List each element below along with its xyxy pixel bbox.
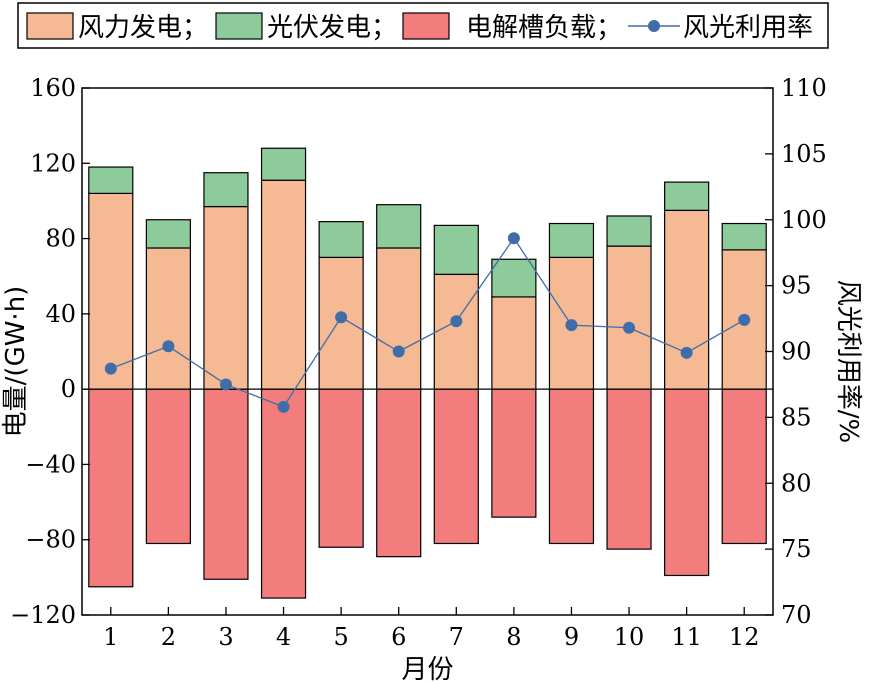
electrolyzer-load-bar (664, 388, 710, 577)
wind-bar (318, 256, 364, 390)
wind-bar (433, 273, 479, 390)
right-axis: 110 105 100 95 90 85 80 75 70 (765, 74, 827, 629)
wind-bar (145, 247, 191, 390)
utilization-point (450, 315, 463, 328)
y-tick-label: 0 (61, 375, 76, 403)
utilization-point (104, 362, 117, 375)
y2-tick-label: 95 (781, 272, 812, 300)
y2-tick-label: 100 (781, 206, 827, 234)
utilization-point (565, 319, 578, 332)
utilization-point (335, 311, 348, 324)
wind-bar (203, 205, 249, 390)
pv-bar (664, 181, 710, 211)
legend-label: 光伏发电； (267, 13, 397, 43)
bars (88, 147, 767, 599)
pv-bar (318, 221, 364, 258)
pv-bar (721, 222, 767, 251)
utilization-point (392, 345, 405, 358)
y2-tick-label: 90 (781, 338, 812, 366)
x-tick-label: 4 (276, 623, 291, 651)
y-tick-label: −80 (25, 526, 76, 554)
y2-tick-label: 85 (781, 403, 812, 431)
y-tick-label: 80 (45, 225, 76, 253)
y2-tick-label: 80 (781, 469, 812, 497)
y2-tick-label: 105 (781, 140, 827, 168)
electrolyzer-load-bar (260, 388, 307, 599)
utilization-point (507, 232, 520, 245)
left-axis: 160 120 80 40 0 −40 −80 −120 (10, 74, 90, 629)
electrolyzer-load-bar (491, 388, 537, 518)
plot-area (81, 87, 774, 616)
legend-swatch (215, 12, 263, 40)
electrolyzer-load-bar (548, 388, 595, 545)
utilization-point (738, 313, 751, 326)
y-tick-label: −120 (10, 601, 76, 629)
pv-bar (606, 215, 652, 247)
utilization-point (680, 346, 693, 359)
x-tick-label: 10 (614, 623, 645, 651)
electrolyzer-load-bar (88, 388, 134, 588)
wind-bar (606, 245, 652, 390)
electrolyzer-load-bar (606, 388, 652, 550)
x-tick-label: 5 (333, 623, 348, 651)
x-tick-label: 3 (218, 623, 233, 651)
x-tick-label: 1 (103, 623, 118, 651)
utilization-point (277, 400, 290, 413)
wind-bar (376, 247, 422, 390)
x-axis-title: 月份 (401, 655, 453, 683)
x-axis: 1 2 3 4 5 6 7 8 9 10 11 12 (103, 607, 759, 651)
legend-line-marker (648, 20, 660, 32)
electrolyzer-load-bar (721, 388, 767, 545)
electrolyzer-load-bar (318, 388, 364, 548)
y-tick-label: −40 (25, 450, 76, 478)
electrolyzer-load-bar (433, 388, 479, 545)
pv-bar (203, 172, 249, 208)
electrolyzer-load-bar (203, 388, 249, 580)
pv-bar (491, 258, 537, 298)
legend-label: 风光利用率 (683, 13, 813, 43)
legend-label: 电解槽负载； (466, 13, 622, 43)
x-tick-label: 11 (671, 623, 702, 651)
legend-swatch (26, 12, 74, 40)
x-tick-label: 7 (449, 623, 464, 651)
x-tick-label: 12 (729, 623, 760, 651)
y-axis-title: 电量/(GW·h) (1, 286, 31, 438)
pv-bar (548, 222, 595, 258)
x-tick-label: 2 (161, 623, 176, 651)
utilization-point (219, 378, 232, 391)
pv-bar (433, 224, 479, 275)
utilization-point (623, 321, 636, 334)
legend: 风力发电； 光伏发电； 电解槽负载； 风光利用率 (17, 2, 829, 49)
utilization-line-series (104, 232, 751, 413)
y-tick-label: 160 (30, 74, 76, 102)
electrolyzer-load-bar (145, 388, 191, 545)
x-tick-label: 9 (564, 623, 579, 651)
y-tick-label: 40 (45, 300, 76, 328)
utilization-line (110, 237, 745, 408)
y-tick-label: 120 (30, 149, 76, 177)
x-tick-label: 6 (391, 623, 406, 651)
wind-bar (664, 209, 710, 390)
wind-bar (260, 179, 307, 390)
pv-bar (260, 147, 307, 181)
wind-bar (88, 192, 134, 390)
pv-bar (145, 219, 191, 249)
pv-bar (88, 166, 134, 195)
legend-label: 风力发电； (78, 13, 208, 43)
utilization-point (162, 340, 175, 353)
electrolyzer-load-bar (376, 388, 422, 558)
y2-tick-label: 70 (781, 601, 812, 629)
pv-bar (376, 204, 422, 249)
x-tick-label: 8 (506, 623, 521, 651)
y2-tick-label: 110 (781, 74, 827, 102)
wind-bar (491, 296, 537, 390)
y2-axis-title: 风光利用率/% (833, 280, 863, 443)
y2-tick-label: 75 (781, 535, 812, 563)
legend-swatch (402, 12, 450, 40)
